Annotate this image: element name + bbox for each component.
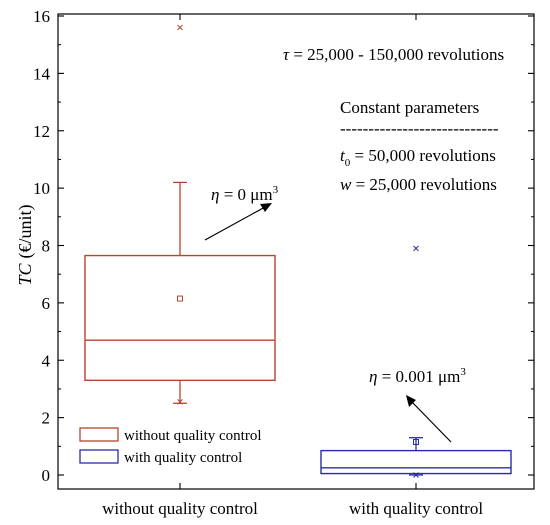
mean-marker	[413, 439, 419, 446]
outlier-marker	[177, 24, 183, 31]
x-axis: without quality control with quality cont…	[102, 14, 483, 518]
outlier-stroke	[177, 398, 183, 405]
eta-text: = 0 μm	[219, 185, 272, 204]
outlier-marker	[177, 398, 183, 405]
eta-annotation-without: η = 0 μm3	[211, 184, 279, 204]
x-tick-label: without quality control	[102, 499, 258, 518]
plot-frame	[57, 13, 535, 490]
arrow-without	[204, 206, 266, 241]
legend-swatch-without	[79, 427, 119, 442]
tau-text: = 25,000 - 150,000 revolutions	[289, 45, 504, 64]
t0-annotation: t0 = 50,000 revolutions	[340, 146, 496, 169]
y-axis-symbol: TC	[15, 263, 35, 286]
w-annotation: w = 25,000 revolutions	[340, 175, 497, 194]
t0-subscript: 0	[345, 157, 351, 169]
legend-label-without: without quality control	[124, 428, 261, 444]
eta-annotation-with: η = 0.001 μm3	[369, 366, 466, 386]
legend: without quality control with quality con…	[79, 427, 261, 466]
y-tick-label: 14	[33, 64, 51, 83]
arrow-head-without	[260, 203, 272, 212]
arrow-head-with	[406, 395, 416, 407]
mean-marker	[177, 295, 183, 302]
y-axis-unit: (€/unit)	[15, 204, 36, 258]
y-tick-label: 2	[42, 409, 51, 428]
t0-symbol: t	[340, 146, 346, 165]
y-tick-label: 16	[33, 7, 50, 26]
t0-text: = 50,000 revolutions	[350, 146, 496, 165]
x-tick-label: with quality control	[349, 499, 483, 518]
tau-annotation: τ = 25,000 - 150,000 revolutions	[283, 45, 504, 64]
eta-superscript: 3	[460, 366, 466, 378]
y-axis: 0 2 4 6 8 10 12 14 16	[33, 7, 534, 485]
y-tick-label: 10	[33, 179, 50, 198]
w-text: = 25,000 revolutions	[351, 175, 497, 194]
outlier-marker	[413, 245, 419, 252]
box-without-quality-control	[84, 24, 276, 405]
arrow-with	[411, 401, 452, 443]
y-tick-label: 0	[42, 466, 51, 485]
eta-superscript: 3	[273, 184, 279, 196]
y-axis-label: TC (€/unit)	[15, 204, 36, 285]
y-tick-label: 8	[42, 237, 51, 256]
eta-text: = 0.001 μm	[377, 367, 460, 386]
outlier-stroke	[413, 245, 419, 252]
constant-parameters-title: Constant parameters	[340, 98, 479, 117]
box-with-quality-control	[320, 245, 512, 478]
boxes	[84, 24, 512, 478]
outlier-stroke	[177, 24, 183, 31]
constant-parameters-separator: ----------------------------	[340, 119, 499, 138]
legend-swatch-with	[79, 449, 119, 464]
outlier-marker	[413, 472, 419, 478]
box-iqr	[320, 449, 512, 475]
w-symbol: w	[340, 175, 352, 194]
tau-symbol: τ	[283, 45, 290, 64]
legend-label-with: with quality control	[124, 450, 242, 466]
y-tick-label: 6	[42, 294, 51, 313]
eta-symbol: η	[211, 185, 219, 204]
outlier-stroke	[413, 472, 419, 478]
eta-symbol: η	[369, 367, 377, 386]
y-tick-label: 4	[42, 351, 51, 370]
y-tick-label: 12	[33, 122, 50, 141]
box-iqr	[84, 254, 276, 382]
